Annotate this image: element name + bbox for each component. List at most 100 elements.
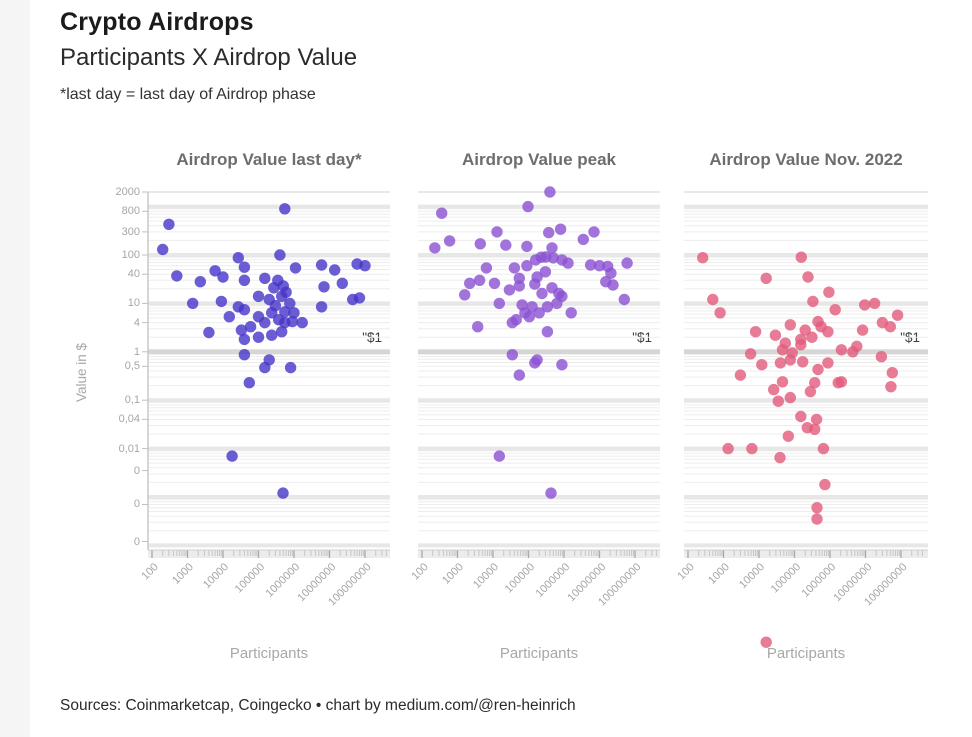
data-point <box>797 356 809 368</box>
data-point <box>491 226 503 238</box>
data-point <box>819 478 831 491</box>
data-point <box>513 369 525 381</box>
page-subtitle: Participants X Airdrop Value <box>60 44 358 71</box>
data-point <box>799 324 811 336</box>
data-point <box>784 391 796 404</box>
data-point <box>223 311 235 323</box>
data-point <box>279 306 291 318</box>
data-point <box>347 293 359 306</box>
data-point <box>774 451 786 464</box>
data-point <box>847 346 859 358</box>
decade-band <box>148 253 390 257</box>
data-point <box>784 354 796 366</box>
y-tick-label: 300 <box>121 225 140 238</box>
decade-band <box>418 204 660 209</box>
data-point <box>531 354 543 366</box>
data-point <box>336 277 348 289</box>
data-point <box>276 326 288 338</box>
y-tick-label: 0,01 <box>118 442 140 455</box>
data-point <box>749 326 762 338</box>
data-point <box>521 260 533 272</box>
data-point <box>296 316 308 329</box>
data-point <box>886 367 898 379</box>
data-point <box>259 272 271 284</box>
data-point <box>459 289 471 301</box>
x-axis-title: Participants <box>229 645 309 662</box>
data-point <box>812 363 824 376</box>
data-point <box>284 297 296 310</box>
data-point <box>809 377 821 389</box>
data-point <box>521 240 533 253</box>
data-point <box>593 260 606 272</box>
data-point <box>493 297 505 310</box>
data-point <box>506 349 518 361</box>
decade-band <box>418 495 660 499</box>
data-point <box>289 262 302 274</box>
data-point <box>868 297 881 310</box>
data-point <box>547 252 559 264</box>
data-point <box>562 257 574 269</box>
y-tick-label: 2000 <box>115 186 140 198</box>
data-point <box>782 430 794 442</box>
data-point <box>238 333 251 346</box>
y-tick-label: 100 <box>121 248 140 261</box>
data-point <box>618 293 630 306</box>
data-point <box>217 271 229 283</box>
data-point <box>588 226 600 238</box>
data-point <box>795 339 807 351</box>
data-point <box>276 290 288 302</box>
data-point <box>784 319 796 331</box>
data-point <box>621 257 633 269</box>
data-point <box>541 326 554 338</box>
data-point <box>259 316 271 329</box>
x-axis-title: Participants <box>499 645 579 662</box>
data-point <box>829 304 841 316</box>
decade-band <box>148 495 390 499</box>
data-point <box>707 293 719 306</box>
y-tick-label: 10 <box>127 297 140 310</box>
data-point <box>809 423 821 435</box>
data-point <box>565 307 577 319</box>
data-point <box>284 361 297 374</box>
data-point <box>776 376 789 388</box>
decade-band <box>684 495 928 499</box>
data-point <box>315 259 328 271</box>
y-tick-label: 40 <box>127 268 140 281</box>
x-axis-title: Participants <box>766 645 846 662</box>
data-point <box>238 261 251 273</box>
y-tick-label: 0 <box>133 464 140 477</box>
data-point <box>263 293 275 306</box>
data-point <box>238 349 251 361</box>
data-point <box>722 442 734 455</box>
decade-band <box>418 301 660 306</box>
data-point <box>277 487 289 499</box>
data-point <box>776 344 789 356</box>
data-point <box>157 243 169 256</box>
data-point <box>744 348 757 360</box>
data-point <box>503 284 516 296</box>
data-point <box>884 321 896 333</box>
data-point <box>232 252 244 264</box>
data-point <box>488 277 501 289</box>
data-point <box>464 277 476 289</box>
data-point <box>436 207 448 219</box>
data-point <box>529 278 541 290</box>
data-point <box>769 329 782 341</box>
data-point <box>279 203 291 215</box>
data-point <box>259 361 271 374</box>
y-axis-title: Value in $ <box>74 342 89 402</box>
data-point <box>429 242 441 254</box>
data-point <box>697 252 709 264</box>
data-point <box>746 442 758 455</box>
scatter-panel-svg <box>142 191 390 558</box>
data-point <box>885 381 897 393</box>
y-tick-label: 4 <box>133 316 140 329</box>
left-margin-strip <box>0 0 30 737</box>
decade-band <box>148 204 390 209</box>
source-credit: Sources: Coinmarketcap, Coingecko • char… <box>60 697 576 714</box>
data-point <box>266 329 278 341</box>
data-point <box>543 226 555 239</box>
data-point <box>252 290 265 302</box>
